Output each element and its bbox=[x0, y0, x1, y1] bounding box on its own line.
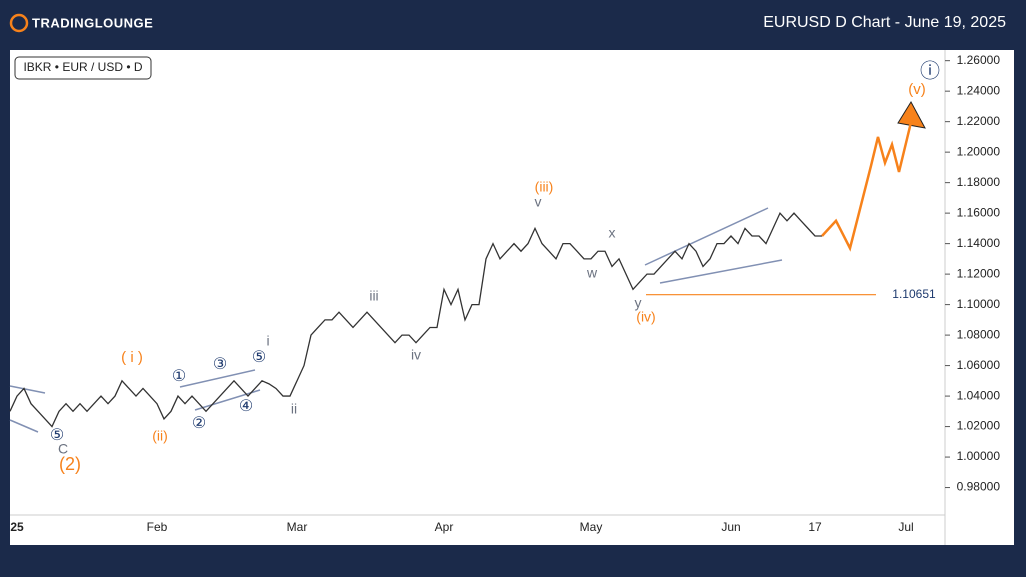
wave-label: ⑤ bbox=[252, 349, 266, 366]
y-tick-label: 1.06000 bbox=[957, 358, 1001, 372]
forecast-line bbox=[821, 113, 915, 252]
wave-label: ⓘ bbox=[920, 59, 940, 82]
y-tick-label: 1.08000 bbox=[957, 327, 1001, 341]
wave-label: iv bbox=[411, 347, 421, 363]
x-tick-label: 25 bbox=[10, 520, 24, 534]
wave-label: (iv) bbox=[636, 309, 655, 325]
chart-title: IBKR • EUR / USD • D bbox=[23, 60, 142, 74]
x-tick-label: May bbox=[580, 520, 603, 534]
wave-label: i bbox=[266, 333, 269, 349]
wave-label: ③ bbox=[213, 356, 227, 373]
trend-lines bbox=[9, 207, 783, 433]
trend-line bbox=[9, 385, 46, 394]
wave-label: ⑤ bbox=[50, 427, 64, 444]
x-tick-label: Apr bbox=[435, 520, 454, 534]
y-tick-label: 1.12000 bbox=[957, 266, 1001, 280]
wave-label: iii bbox=[369, 288, 378, 304]
plot-area bbox=[10, 50, 1014, 545]
y-tick-label: 1.00000 bbox=[957, 449, 1001, 463]
trend-line bbox=[644, 207, 769, 266]
wave-label: y bbox=[635, 295, 642, 311]
x-tick-label: Jun bbox=[721, 520, 740, 534]
price-line bbox=[9, 211, 822, 428]
wave-label: (ii) bbox=[152, 428, 168, 444]
wave-label: ② bbox=[192, 415, 206, 432]
wave-label: ( i ) bbox=[121, 349, 143, 366]
y-tick-label: 1.22000 bbox=[957, 114, 1001, 128]
wave-label: ④ bbox=[239, 398, 253, 415]
header-title: EURUSD D Chart - June 19, 2025 bbox=[763, 14, 1006, 31]
wave-label: v bbox=[535, 194, 542, 210]
trend-line bbox=[659, 259, 783, 284]
wave-label: (2) bbox=[59, 454, 81, 474]
trend-line bbox=[9, 419, 39, 433]
logo-icon bbox=[9, 13, 29, 33]
wave-label: x bbox=[609, 225, 616, 241]
x-tick-label: Jul bbox=[898, 520, 913, 534]
y-tick-label: 1.10000 bbox=[957, 297, 1001, 311]
wave-label: C bbox=[58, 441, 68, 457]
wave-label: (v) bbox=[908, 81, 926, 98]
logo: TradingLounge bbox=[32, 15, 153, 30]
y-tick-label: 1.16000 bbox=[957, 205, 1001, 219]
symbol-box bbox=[14, 56, 152, 80]
wave-label: (iii) bbox=[535, 179, 554, 195]
trend-line bbox=[194, 389, 261, 411]
y-tick-label: 1.04000 bbox=[957, 388, 1001, 402]
y-tick-label: 1.26000 bbox=[957, 53, 1001, 67]
wave-label: ① bbox=[172, 368, 186, 385]
y-tick-label: 1.02000 bbox=[957, 419, 1001, 433]
wave-label: ii bbox=[291, 401, 297, 417]
wave-label: w bbox=[586, 265, 598, 281]
x-tick-label: 17 bbox=[808, 520, 822, 534]
y-tick-label: 1.20000 bbox=[957, 144, 1001, 158]
x-tick-label: Mar bbox=[287, 520, 308, 534]
y-tick-label: 1.14000 bbox=[957, 236, 1001, 250]
price-level-label: 1.10651 bbox=[892, 287, 936, 301]
y-tick-label: 1.24000 bbox=[957, 83, 1001, 97]
y-tick-label: 0.98000 bbox=[957, 480, 1001, 494]
y-tick-label: 1.18000 bbox=[957, 175, 1001, 189]
x-tick-label: Feb bbox=[147, 520, 168, 534]
trend-line bbox=[179, 369, 256, 388]
